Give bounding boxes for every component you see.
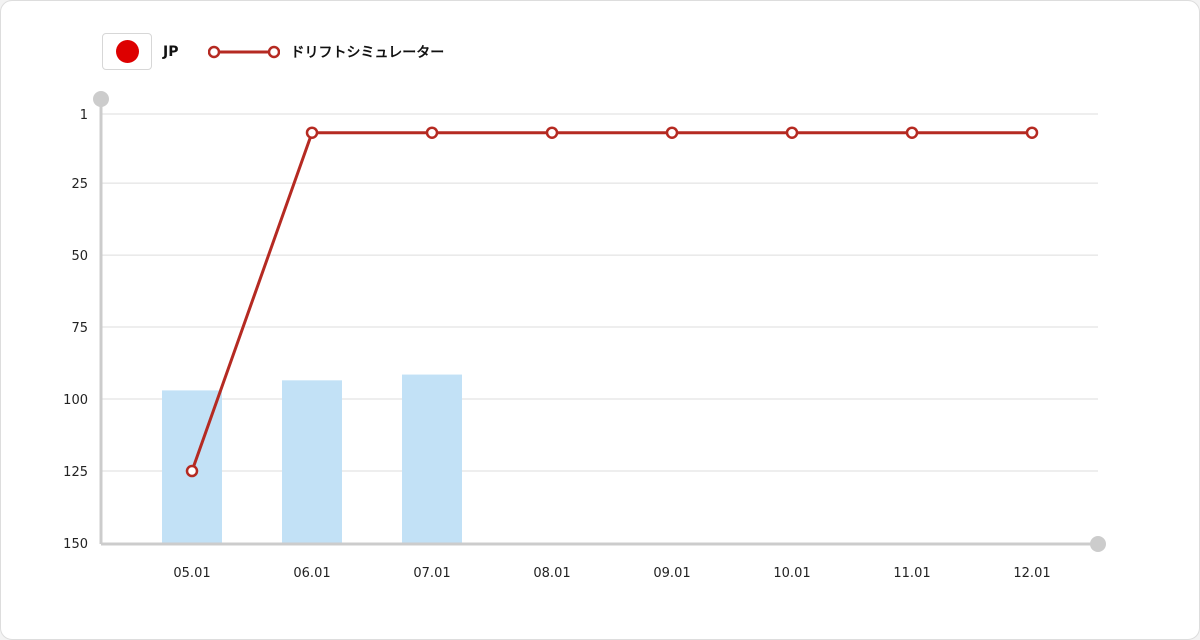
legend-line-marker-icon [208,45,281,58]
series-point [785,126,799,139]
y-tick-label: 50 [71,249,88,264]
x-tick-label: 06.01 [293,566,330,581]
legend-country-label: JP [163,43,179,60]
series-point [545,126,559,139]
y-tick-label: 1 [80,108,88,123]
series-line [190,131,1032,472]
x-tick-label: 07.01 [413,566,450,581]
y-tick-label: 100 [63,393,88,408]
bar [282,380,342,543]
series-point [185,464,199,478]
series-point [1025,126,1039,139]
y-tick-label: 75 [71,321,88,336]
y-axis-end-cap [93,91,109,107]
x-tick-label: 08.01 [533,566,570,581]
country-flag [102,33,152,70]
series-point [665,126,679,139]
x-tick-label: 10.01 [773,566,810,581]
y-tick-label: 25 [71,177,88,192]
chart-legend: JP ドリフトシミュレーター [102,33,444,70]
japan-flag-icon [115,40,139,63]
legend-series-label: ドリフトシミュレーター [290,44,445,61]
x-axis-end-cap [1090,536,1106,552]
bar [402,374,462,543]
x-tick-label: 11.01 [893,566,930,581]
x-tick-label: 09.01 [653,566,690,581]
y-tick-label: 150 [63,537,88,552]
series-point [905,126,919,139]
x-tick-label: 12.01 [1013,566,1050,581]
series-point [305,126,319,139]
x-tick-label: 05.01 [173,566,210,581]
series-point [425,126,439,139]
y-tick-label: 125 [63,465,88,480]
